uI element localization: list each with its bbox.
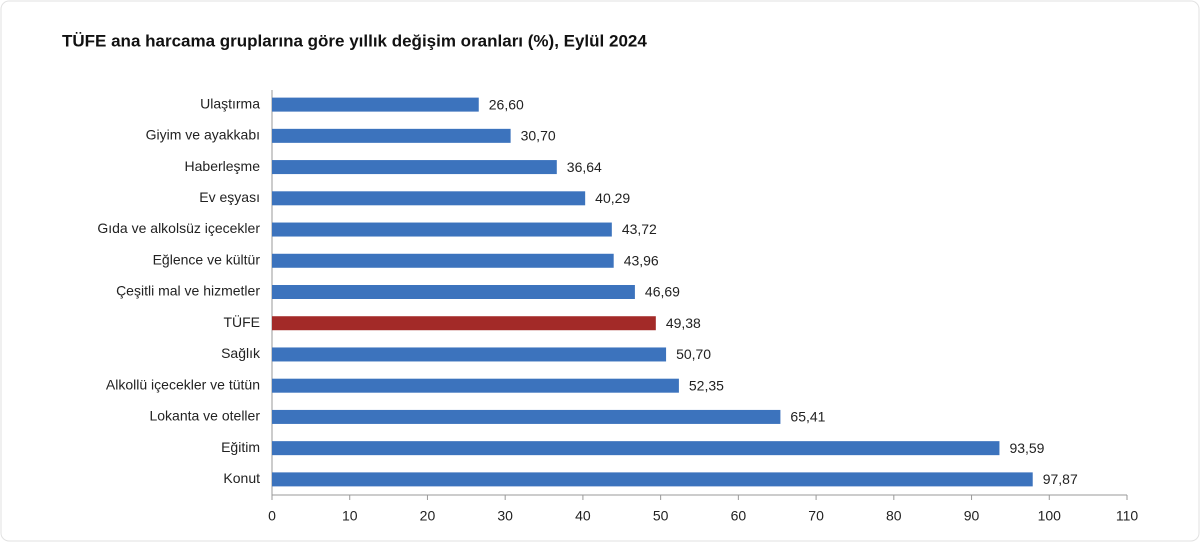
y-tick-label: TÜFE — [223, 313, 260, 330]
bar — [272, 191, 586, 206]
chart-title: TÜFE ana harcama gruplarına göre yıllık … — [62, 31, 647, 50]
value-label: 93,59 — [1009, 440, 1044, 456]
y-tick-label: Lokanta ve oteller — [149, 408, 260, 424]
y-tick-label: Alkollü içecekler ve tütün — [106, 376, 260, 392]
value-label: 40,29 — [595, 190, 630, 206]
value-label: 49,38 — [666, 315, 701, 331]
value-label: 52,35 — [689, 377, 724, 393]
x-tick-label: 80 — [886, 508, 902, 524]
x-tick-label: 70 — [808, 508, 824, 524]
bar — [272, 285, 635, 299]
value-label: 36,64 — [567, 159, 602, 175]
bar — [272, 222, 612, 237]
x-tick-label: 50 — [653, 508, 669, 524]
y-tick-label: Haberleşme — [185, 158, 261, 174]
value-label: 46,69 — [645, 284, 680, 300]
x-tick-label: 0 — [268, 508, 276, 524]
x-tick-label: 10 — [342, 508, 358, 524]
value-label: 65,41 — [790, 409, 825, 425]
y-tick-label: Giyim ve ayakkabı — [146, 127, 260, 143]
value-label: 30,70 — [521, 128, 556, 144]
x-tick-label: 60 — [731, 508, 747, 524]
y-tick-label: Sağlık — [221, 345, 261, 361]
bar — [272, 253, 614, 268]
bar — [272, 472, 1033, 487]
bar — [272, 316, 656, 331]
x-tick-label: 30 — [497, 508, 513, 524]
bar — [272, 160, 557, 175]
bar — [272, 97, 479, 112]
value-label: 50,70 — [676, 346, 711, 362]
value-label: 97,87 — [1043, 471, 1078, 487]
y-tick-label: Çeşitli mal ve hizmetler — [116, 283, 260, 299]
bar — [272, 441, 1000, 456]
bar — [272, 128, 511, 143]
value-label: 26,60 — [489, 96, 524, 112]
x-tick-label: 100 — [1038, 508, 1062, 524]
x-tick-label: 40 — [575, 508, 591, 524]
y-tick-label: Gıda ve alkolsüz içecekler — [97, 220, 260, 236]
x-tick-label: 90 — [964, 508, 980, 524]
x-tick-label: 110 — [1116, 508, 1139, 524]
bar — [272, 409, 781, 424]
y-tick-label: Konut — [223, 470, 260, 486]
y-tick-label: Eğlence ve kültür — [153, 251, 261, 267]
y-tick-label: Ulaştırma — [200, 95, 260, 111]
bar — [272, 347, 667, 362]
x-tick-label: 20 — [420, 508, 436, 524]
y-tick-label: Eğitim — [221, 439, 260, 455]
y-tick-label: Ev eşyası — [199, 189, 260, 205]
value-label: 43,96 — [624, 252, 659, 268]
bar — [272, 378, 679, 393]
value-label: 43,72 — [622, 221, 657, 237]
